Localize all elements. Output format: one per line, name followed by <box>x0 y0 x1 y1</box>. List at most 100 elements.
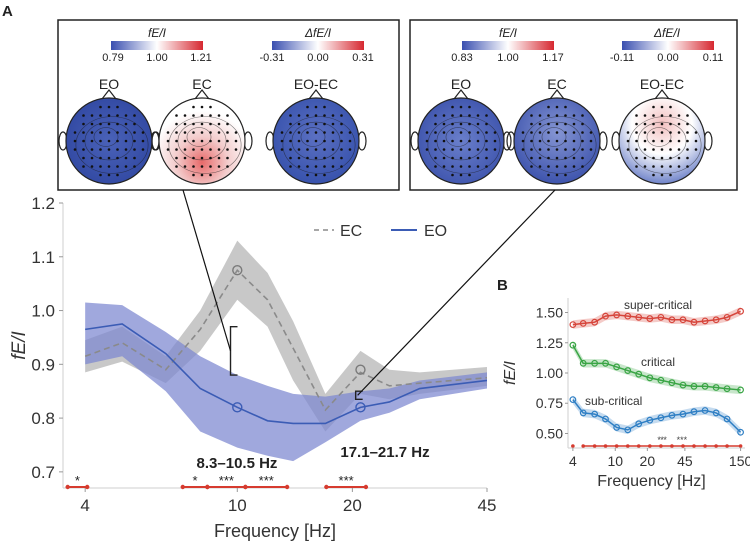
electrode <box>538 122 542 126</box>
electrode <box>581 139 584 143</box>
colorbar-tick: 0.83 <box>451 52 472 64</box>
electrode <box>530 139 533 143</box>
electrode <box>133 114 136 117</box>
colorbar-tick: 1.17 <box>542 52 563 64</box>
electrode <box>660 139 664 143</box>
electrode <box>133 131 136 134</box>
topomap-eo <box>410 89 512 185</box>
electrode <box>183 139 187 143</box>
electrode <box>192 173 195 177</box>
electrode <box>564 105 567 109</box>
electrode <box>434 156 437 160</box>
electrode <box>660 122 664 126</box>
head-nose <box>194 89 210 100</box>
electrode <box>306 148 309 151</box>
electrode <box>669 148 672 151</box>
electrode <box>73 139 77 143</box>
electrode <box>686 114 689 117</box>
electrode <box>166 139 170 143</box>
electrode <box>652 122 655 126</box>
series-label: super-critical <box>624 298 692 312</box>
electrode <box>652 173 655 177</box>
head-label-eo: EO <box>451 76 471 92</box>
contour-line <box>168 116 242 174</box>
series-label: critical <box>641 355 675 369</box>
electrode <box>289 148 292 151</box>
electrode <box>133 139 136 143</box>
electrode <box>82 114 85 117</box>
electrode <box>116 122 119 126</box>
electrode <box>660 131 664 134</box>
electrode <box>686 131 689 134</box>
electrode <box>459 165 463 168</box>
electrode <box>434 139 437 143</box>
electrode <box>581 131 584 134</box>
electrode <box>183 122 187 126</box>
data-point <box>602 359 609 367</box>
data-point <box>723 415 731 423</box>
contour-line <box>541 127 567 147</box>
electrode <box>635 122 638 126</box>
electrode <box>99 122 102 126</box>
marker-point <box>355 364 366 375</box>
electrode <box>107 156 111 160</box>
electrode <box>217 139 221 143</box>
colorbar-tick: 0.11 <box>703 52 724 64</box>
electrode <box>442 122 446 126</box>
y-tick-label: 1.00 <box>536 365 563 381</box>
electrode <box>297 165 301 168</box>
electrode <box>459 148 463 151</box>
contour-line <box>282 116 356 174</box>
data-point <box>602 415 609 423</box>
electrode <box>226 148 229 151</box>
electrode <box>442 114 446 117</box>
electrode <box>116 156 119 160</box>
electrode <box>314 148 318 151</box>
electrode <box>451 173 454 177</box>
electrode <box>175 131 178 134</box>
electrode <box>694 139 698 143</box>
contour-line <box>93 127 119 147</box>
data-point <box>569 341 577 349</box>
electrode <box>476 122 480 126</box>
inset-topomaps-beta: fE/I 0.83 1.00 1.17 ΔfE/I -0.11 0.00 0.1… <box>409 19 738 191</box>
electrode <box>226 139 229 143</box>
electrode <box>348 131 352 134</box>
electrode <box>331 156 335 160</box>
electrode <box>476 156 480 160</box>
electrode <box>331 122 335 126</box>
electrode <box>530 114 533 117</box>
contour-line <box>523 116 597 174</box>
electrode <box>442 131 446 134</box>
electrode <box>116 114 119 117</box>
electrode <box>141 139 145 143</box>
electrode <box>124 139 128 143</box>
electrode <box>468 165 471 168</box>
significance-dot <box>714 444 718 448</box>
electrode <box>314 105 318 109</box>
data-point <box>657 376 665 384</box>
data-point <box>657 414 665 422</box>
data-point <box>668 379 676 387</box>
electrode <box>289 122 292 126</box>
electrode <box>183 156 187 160</box>
topomap-eo-ec <box>265 89 367 185</box>
electrode <box>643 122 647 126</box>
electrode <box>589 139 593 143</box>
electrode <box>547 148 550 151</box>
data-point <box>591 410 599 418</box>
electrode <box>82 148 85 151</box>
electrode <box>451 131 454 134</box>
electrode <box>306 131 309 134</box>
y-tick-label: 1.25 <box>536 335 563 351</box>
electrode <box>192 139 195 143</box>
electrode <box>434 114 437 117</box>
significance-dot <box>85 484 90 490</box>
significance-bracket <box>229 325 238 376</box>
electrode <box>314 173 318 177</box>
legend-label-ec: EC <box>340 223 362 240</box>
electrode <box>547 165 550 168</box>
electrode <box>73 131 77 134</box>
electrode <box>209 131 212 134</box>
head-label-eo: EO <box>99 76 119 92</box>
